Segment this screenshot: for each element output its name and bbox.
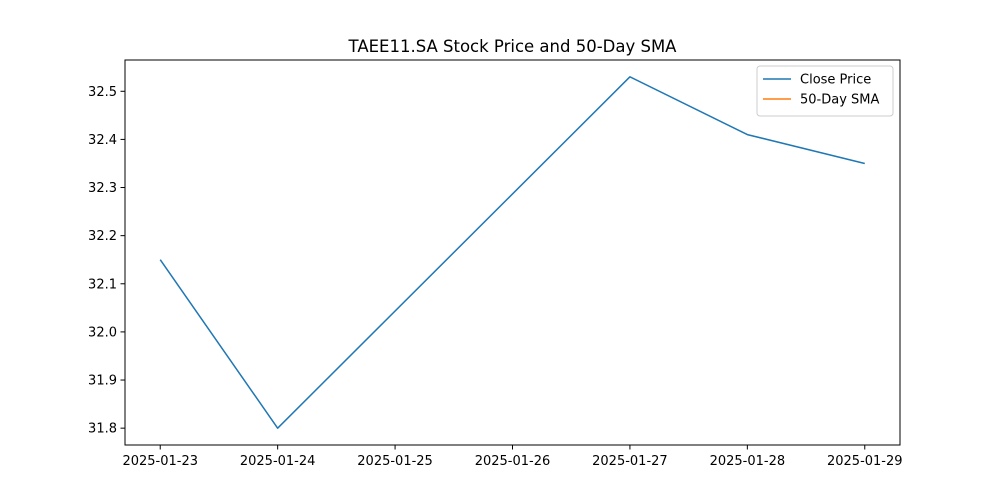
y-tick-label: 31.9: [88, 374, 117, 389]
y-tick-label: 32.1: [88, 277, 117, 292]
y-tick-label: 31.8: [88, 422, 117, 437]
x-tick-label: 2025-01-29: [827, 454, 903, 469]
series-line-0: [159, 76, 865, 429]
series-lines: [159, 76, 865, 429]
x-tick-label: 2025-01-27: [592, 454, 668, 469]
y-tick-label: 32.4: [88, 133, 117, 148]
chart-title: TAEE11.SA Stock Price and 50-Day SMA: [348, 37, 678, 56]
legend-label: Close Price: [800, 73, 871, 88]
axes: 2025-01-23 2025-01-24 2025-01-25 2025-01-26…: [88, 85, 903, 469]
y-tick-label: 32.0: [88, 325, 117, 340]
legend: Close Price 50-Day SMA: [756, 65, 894, 117]
x-tick-label: 2025-01-23: [122, 454, 198, 469]
legend-label: 50-Day SMA: [800, 93, 880, 108]
y-tick-label: 32.5: [88, 85, 117, 100]
y-tick-label: 32.3: [88, 181, 117, 196]
x-tick-label: 2025-01-25: [357, 454, 433, 469]
x-tick-label: 2025-01-26: [475, 454, 551, 469]
x-tick-label: 2025-01-24: [240, 454, 316, 469]
x-tick-label: 2025-01-28: [710, 454, 786, 469]
y-tick-label: 32.2: [88, 229, 117, 244]
plot-frame: [124, 59, 901, 446]
